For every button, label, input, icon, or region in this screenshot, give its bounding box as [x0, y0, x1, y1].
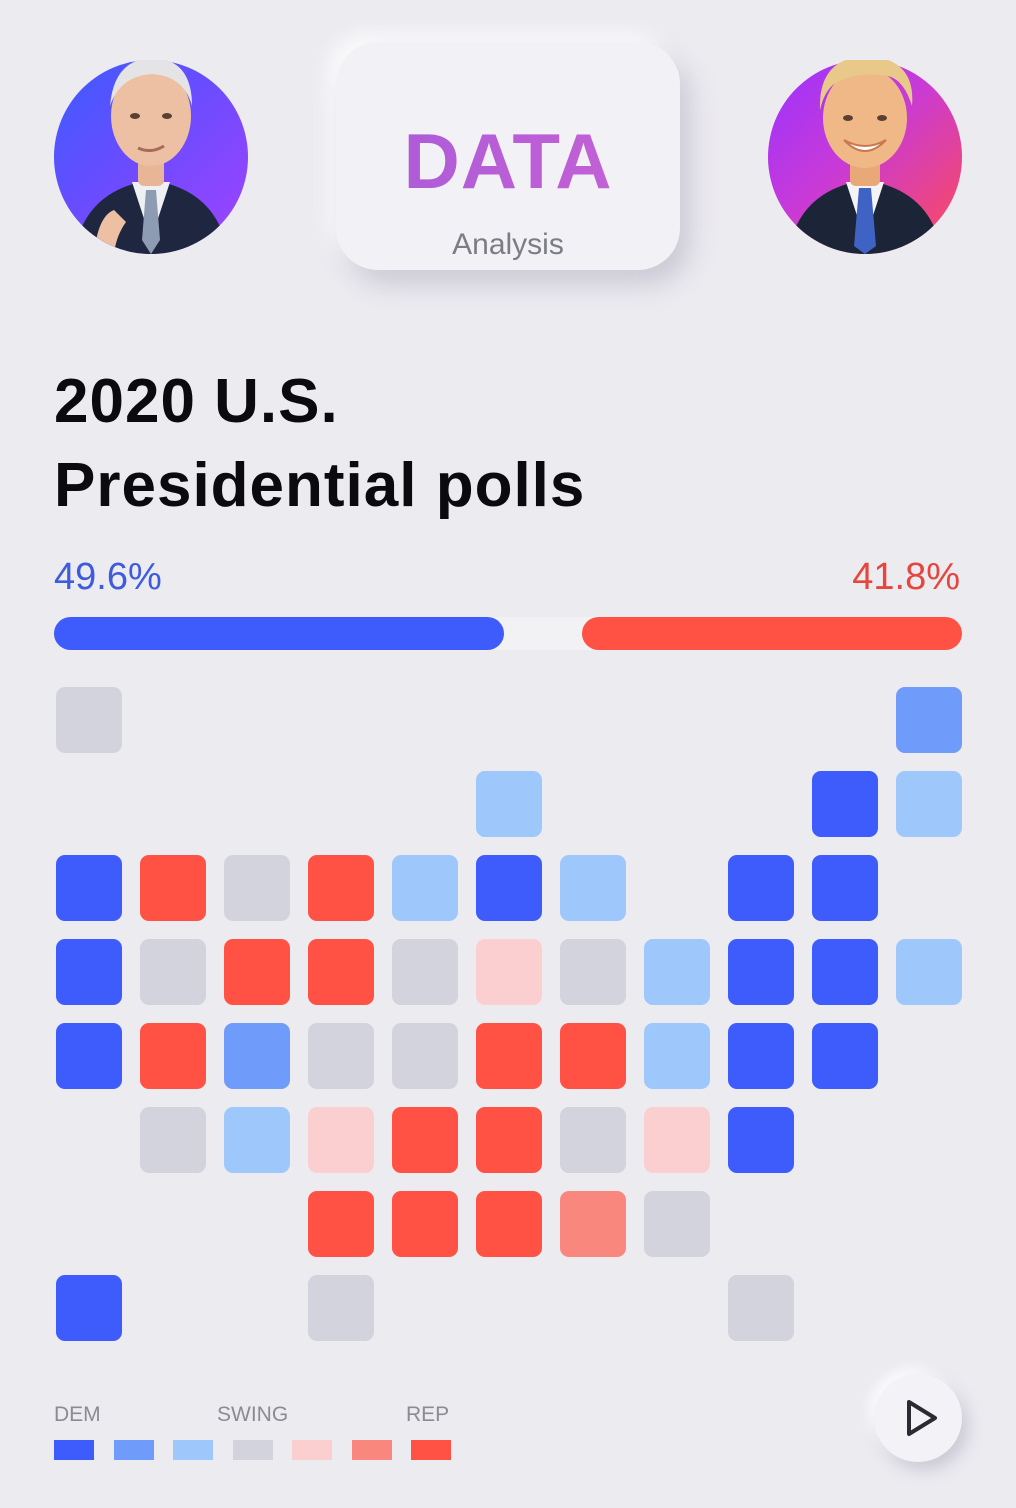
legend-swatch-swing [232, 1440, 273, 1460]
state-tile-dem-tilt[interactable] [896, 939, 962, 1005]
legend-dem-label: DEM [54, 1403, 101, 1426]
card-title: DATA [336, 122, 680, 200]
state-tile-dem-strong[interactable] [812, 939, 878, 1005]
legend-swatch-dem-strong [54, 1440, 94, 1460]
state-tile-rep-strong[interactable] [308, 1191, 374, 1257]
state-tile-dem-tilt[interactable] [392, 855, 458, 921]
state-tile-dem-strong[interactable] [56, 939, 122, 1005]
rep-poll-bar [582, 617, 962, 650]
state-tile-swing[interactable] [308, 1023, 374, 1089]
state-tile-dem-lean[interactable] [224, 1023, 290, 1089]
state-tile-dem-strong[interactable] [56, 855, 122, 921]
legend-rep-label: REP [406, 1403, 450, 1426]
state-tile-dem-strong[interactable] [56, 1023, 122, 1089]
page-title-line-2: Presidential polls [54, 451, 586, 520]
page-title-line-1: 2020 U.S. [54, 367, 339, 436]
state-tile-rep-tilt[interactable] [476, 939, 542, 1005]
dem-candidate-avatar [54, 40, 248, 254]
state-tile-rep-strong[interactable] [560, 1023, 626, 1089]
data-analysis-card: DATA Analysis [336, 42, 680, 270]
rep-poll-percentage: 41.8% [852, 556, 960, 598]
state-tile-rep-strong[interactable] [392, 1107, 458, 1173]
state-tile-swing[interactable] [56, 687, 122, 753]
dem-poll-bar [54, 617, 504, 650]
state-tile-swing[interactable] [560, 1107, 626, 1173]
state-tile-dem-strong[interactable] [728, 855, 794, 921]
rep-candidate-portrait-icon [788, 60, 942, 254]
dem-candidate-portrait-icon [74, 60, 228, 254]
state-tile-rep-strong[interactable] [476, 1023, 542, 1089]
legend-swatch-dem-tilt [173, 1440, 213, 1460]
legend-swatch-rep-strong [411, 1440, 451, 1460]
state-tile-rep-strong[interactable] [476, 1107, 542, 1173]
state-tile-dem-strong[interactable] [812, 1023, 878, 1089]
state-tile-swing[interactable] [644, 1191, 710, 1257]
state-tile-dem-strong[interactable] [812, 855, 878, 921]
state-tile-dem-tilt[interactable] [560, 855, 626, 921]
state-tile-swing[interactable] [140, 939, 206, 1005]
state-tile-rep-strong[interactable] [476, 1191, 542, 1257]
legend-swatch-rep-lean [351, 1440, 392, 1460]
state-tile-dem-tilt[interactable] [224, 1107, 290, 1173]
state-tile-dem-tilt[interactable] [476, 771, 542, 837]
state-tile-dem-tilt[interactable] [644, 939, 710, 1005]
rep-candidate-avatar [768, 40, 962, 254]
state-tile-swing[interactable] [560, 939, 626, 1005]
state-tile-dem-tilt[interactable] [896, 771, 962, 837]
page-title: 2020 U.S. Presidential polls [54, 360, 754, 528]
state-tile-rep-strong[interactable] [308, 855, 374, 921]
state-tile-swing[interactable] [224, 855, 290, 921]
state-tile-swing[interactable] [392, 1023, 458, 1089]
state-tile-dem-strong[interactable] [728, 1023, 794, 1089]
state-tile-dem-strong[interactable] [728, 1107, 794, 1173]
state-tile-rep-tilt[interactable] [644, 1107, 710, 1173]
state-tile-rep-strong[interactable] [392, 1191, 458, 1257]
state-tile-swing[interactable] [308, 1275, 374, 1341]
state-tile-dem-strong[interactable] [812, 771, 878, 837]
card-subtitle: Analysis [452, 228, 564, 261]
state-tile-rep-tilt[interactable] [308, 1107, 374, 1173]
legend-swatch-dem-lean [113, 1440, 154, 1460]
state-tile-dem-strong[interactable] [728, 939, 794, 1005]
state-tile-rep-strong[interactable] [140, 855, 206, 921]
state-tile-rep-lean[interactable] [560, 1191, 626, 1257]
legend-swatch-rep-tilt [292, 1440, 332, 1460]
state-tile-dem-lean[interactable] [896, 687, 962, 753]
state-tile-swing[interactable] [728, 1275, 794, 1341]
dem-poll-percentage: 49.6% [54, 556, 162, 598]
legend-swing-label: SWING [217, 1403, 289, 1426]
state-tile-rep-strong[interactable] [224, 939, 290, 1005]
state-tile-dem-tilt[interactable] [644, 1023, 710, 1089]
play-button[interactable] [874, 1374, 962, 1462]
state-tile-swing[interactable] [140, 1107, 206, 1173]
state-tile-dem-strong[interactable] [56, 1275, 122, 1341]
play-icon [907, 1400, 937, 1436]
state-tile-rep-strong[interactable] [140, 1023, 206, 1089]
state-tile-rep-strong[interactable] [308, 939, 374, 1005]
state-tile-dem-strong[interactable] [476, 855, 542, 921]
state-tile-swing[interactable] [392, 939, 458, 1005]
